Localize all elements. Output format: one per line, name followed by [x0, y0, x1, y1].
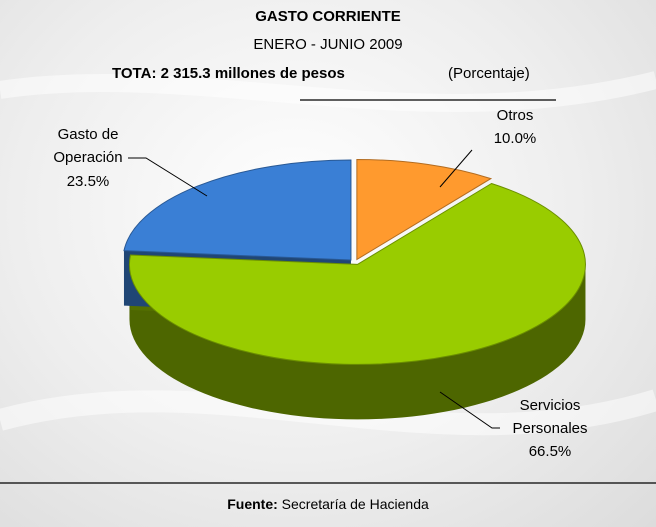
unit-label: (Porcentaje) [448, 65, 530, 82]
slice [356, 158, 493, 261]
slice-side [129, 264, 586, 420]
slice-label: Otros [496, 107, 534, 124]
slice-value-label: 10.0% [493, 130, 537, 147]
slice-label: Servicios Personales [512, 397, 588, 437]
slice [123, 159, 352, 261]
pie [123, 158, 586, 420]
source-line: Fuente: Secretaría de Hacienda [0, 496, 656, 512]
slice-value-label: 66.5% [528, 443, 572, 460]
source: Secretaría de Hacienda [281, 496, 429, 512]
source-label: Fuente: [227, 496, 278, 512]
leader-line [439, 149, 473, 188]
total-label: TOTA: 2 315.3 millones de pesos [112, 65, 345, 82]
slice [128, 182, 586, 365]
chart-subtitle: ENERO - JUNIO 2009 [253, 36, 403, 53]
bg-swoosh [0, 71, 656, 112]
slice-label: Gasto de Operación [53, 126, 123, 166]
slice-value-label: 23.5% [66, 173, 110, 190]
leader-line [439, 391, 500, 429]
leader-line [128, 157, 208, 197]
chart-title: GASTO CORRIENTE [255, 8, 401, 25]
